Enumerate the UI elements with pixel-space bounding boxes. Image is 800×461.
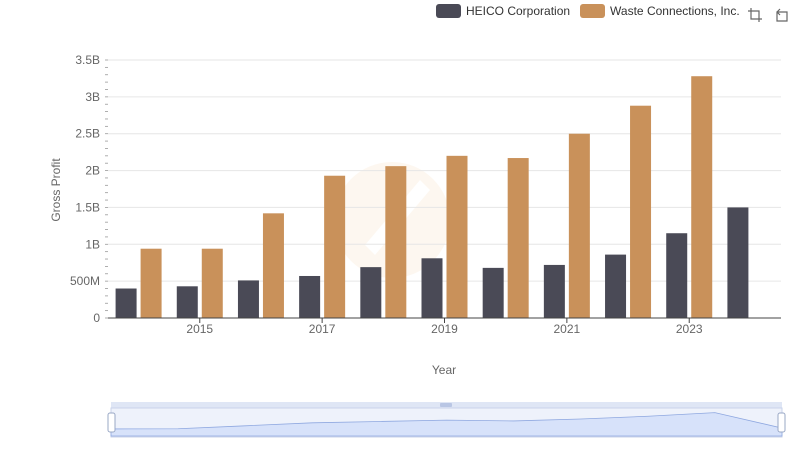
- legend-label-heico: HEICO Corporation: [466, 4, 571, 18]
- bar-heico[interactable]: [605, 254, 627, 318]
- x-tick-label: 2021: [554, 322, 581, 336]
- bar-heico[interactable]: [115, 288, 137, 318]
- x-tick-label: 2023: [676, 322, 703, 336]
- x-tick-label: 2019: [431, 322, 458, 336]
- legend: HEICO Corporation Waste Connections, Inc…: [436, 4, 750, 18]
- data-zoom-slider[interactable]: [107, 402, 786, 438]
- bar-heico[interactable]: [543, 264, 565, 318]
- bar-waste-connections[interactable]: [140, 248, 162, 318]
- bar-waste-connections[interactable]: [385, 166, 407, 318]
- zoom-slider-grip[interactable]: [440, 403, 452, 407]
- y-tick-label: 500M: [70, 274, 100, 288]
- legend-swatch-heico: [436, 4, 461, 18]
- y-tick-label: 2B: [85, 164, 100, 178]
- y-tick-label: 3.5B: [75, 53, 100, 67]
- zoom-handle-right[interactable]: [777, 412, 786, 433]
- bar-heico[interactable]: [237, 280, 259, 318]
- restore-icon[interactable]: [774, 7, 790, 23]
- x-axis-title: Year: [432, 363, 456, 377]
- y-tick-label: 3B: [85, 90, 100, 104]
- legend-label-waste-connections: Waste Connections, Inc.: [610, 4, 740, 18]
- y-axis-title: Gross Profit: [49, 158, 63, 222]
- bar-waste-connections[interactable]: [446, 155, 468, 318]
- bar-heico[interactable]: [482, 267, 504, 318]
- zoom-slider-preview: [110, 412, 783, 437]
- crop-icon[interactable]: [747, 7, 763, 23]
- bar-waste-connections[interactable]: [568, 133, 590, 318]
- bar-heico[interactable]: [176, 286, 198, 318]
- bar-heico[interactable]: [727, 207, 749, 318]
- legend-item-heico[interactable]: HEICO Corporation: [436, 4, 570, 18]
- bar-waste-connections[interactable]: [262, 213, 284, 318]
- legend-swatch-waste-connections: [580, 4, 606, 18]
- y-tick-label: 1.5B: [75, 200, 100, 214]
- x-tick-label: 2017: [309, 322, 336, 336]
- bar-heico[interactable]: [360, 267, 382, 318]
- y-tick-label: 0: [93, 311, 100, 325]
- y-tick-label: 1B: [85, 237, 100, 251]
- bar-waste-connections[interactable]: [691, 76, 713, 319]
- bar-heico[interactable]: [666, 233, 688, 318]
- x-tick-label: 2015: [186, 322, 213, 336]
- bar-waste-connections[interactable]: [324, 175, 346, 318]
- bar-heico[interactable]: [299, 275, 321, 318]
- bar-waste-connections[interactable]: [630, 105, 652, 319]
- bar-heico[interactable]: [421, 258, 443, 318]
- zoom-handle-left[interactable]: [107, 412, 116, 433]
- y-tick-label: 2.5B: [75, 127, 100, 141]
- legend-item-waste-connections[interactable]: Waste Connections, Inc.: [580, 4, 740, 18]
- bar-waste-connections[interactable]: [507, 158, 529, 318]
- bar-waste-connections[interactable]: [201, 248, 223, 318]
